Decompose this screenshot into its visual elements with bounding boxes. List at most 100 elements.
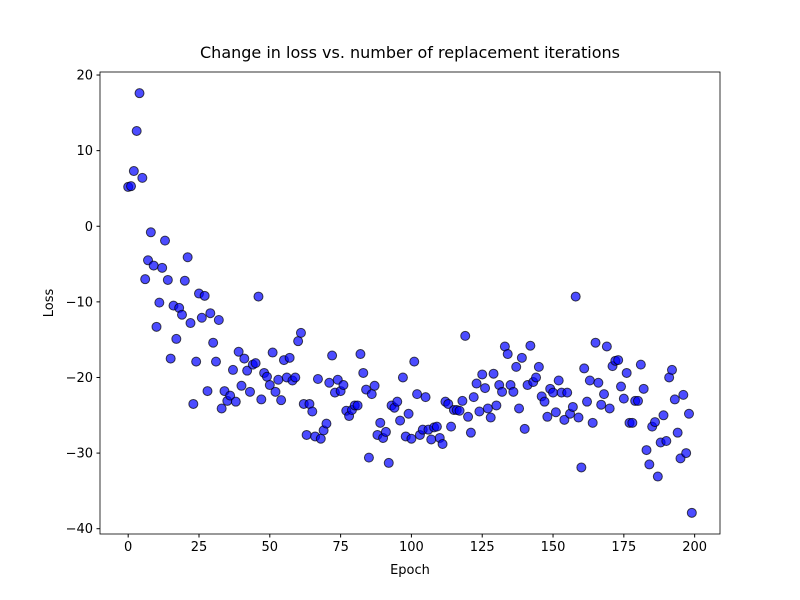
x-tick-label: 125 (470, 540, 495, 555)
point (202, 386, 213, 397)
point (284, 352, 295, 363)
point (239, 353, 250, 364)
point (596, 399, 607, 410)
point (380, 426, 391, 437)
point (409, 356, 420, 367)
point (582, 396, 593, 407)
y-tick-label: 20 (76, 69, 93, 84)
point (179, 275, 190, 286)
point (471, 378, 482, 389)
point (590, 337, 601, 348)
point (392, 396, 403, 407)
point (321, 418, 332, 429)
point (230, 396, 241, 407)
point (267, 347, 278, 358)
point (678, 389, 689, 400)
x-tick-label: 25 (191, 540, 208, 555)
point (559, 414, 570, 425)
point (363, 452, 374, 463)
point (644, 459, 655, 470)
point (397, 372, 408, 383)
point (491, 400, 502, 411)
point (369, 380, 380, 391)
point (443, 398, 454, 409)
point (533, 361, 544, 372)
point (431, 421, 442, 432)
point (327, 350, 338, 361)
point (638, 383, 649, 394)
x-tick-label: 200 (682, 540, 707, 555)
y-tick-label: −30 (66, 447, 93, 462)
point (171, 333, 182, 344)
point (686, 507, 697, 518)
point (437, 439, 448, 450)
point (293, 336, 304, 347)
point (338, 380, 349, 391)
point (375, 417, 386, 428)
point (627, 417, 638, 428)
point (131, 125, 142, 136)
point (658, 410, 669, 421)
point (250, 358, 261, 369)
point (454, 405, 465, 416)
point (502, 349, 513, 360)
x-tick-label: 100 (399, 540, 424, 555)
point (669, 394, 680, 405)
point (477, 369, 488, 380)
point (548, 387, 559, 398)
point (641, 445, 652, 456)
point (599, 389, 610, 400)
point (403, 408, 414, 419)
point (672, 427, 683, 438)
point (576, 462, 587, 473)
point (485, 412, 496, 423)
point (210, 356, 221, 367)
point (579, 363, 590, 374)
point (352, 400, 363, 411)
point (162, 274, 173, 285)
point (468, 392, 479, 403)
point (213, 315, 224, 326)
point (539, 396, 550, 407)
point (426, 434, 437, 445)
point (301, 429, 312, 440)
y-tick-label: −20 (66, 371, 93, 386)
point (366, 389, 377, 400)
point (324, 377, 335, 388)
point (511, 361, 522, 372)
point (383, 457, 394, 468)
point (519, 423, 530, 434)
point (157, 262, 168, 273)
point (412, 389, 423, 400)
point (355, 349, 366, 360)
y-tick-label: 0 (85, 220, 93, 235)
point (587, 417, 598, 428)
point (573, 412, 584, 423)
point (516, 352, 527, 363)
point (604, 403, 615, 414)
point (148, 260, 159, 271)
point (618, 393, 629, 404)
point (244, 386, 255, 397)
point (137, 172, 148, 183)
point (290, 372, 301, 383)
y-tick-label: 10 (76, 144, 93, 159)
point (601, 341, 612, 352)
chart-title: Change in loss vs. number of replacement… (200, 43, 620, 62)
point (480, 383, 491, 394)
point (514, 403, 525, 414)
point (165, 353, 176, 364)
point (196, 312, 207, 323)
point (531, 372, 542, 383)
point (460, 330, 471, 341)
point (188, 398, 199, 409)
point (616, 381, 627, 392)
point (497, 386, 508, 397)
point (225, 390, 236, 401)
point (474, 406, 485, 417)
point (256, 394, 267, 405)
point (185, 318, 196, 329)
point (261, 371, 272, 382)
